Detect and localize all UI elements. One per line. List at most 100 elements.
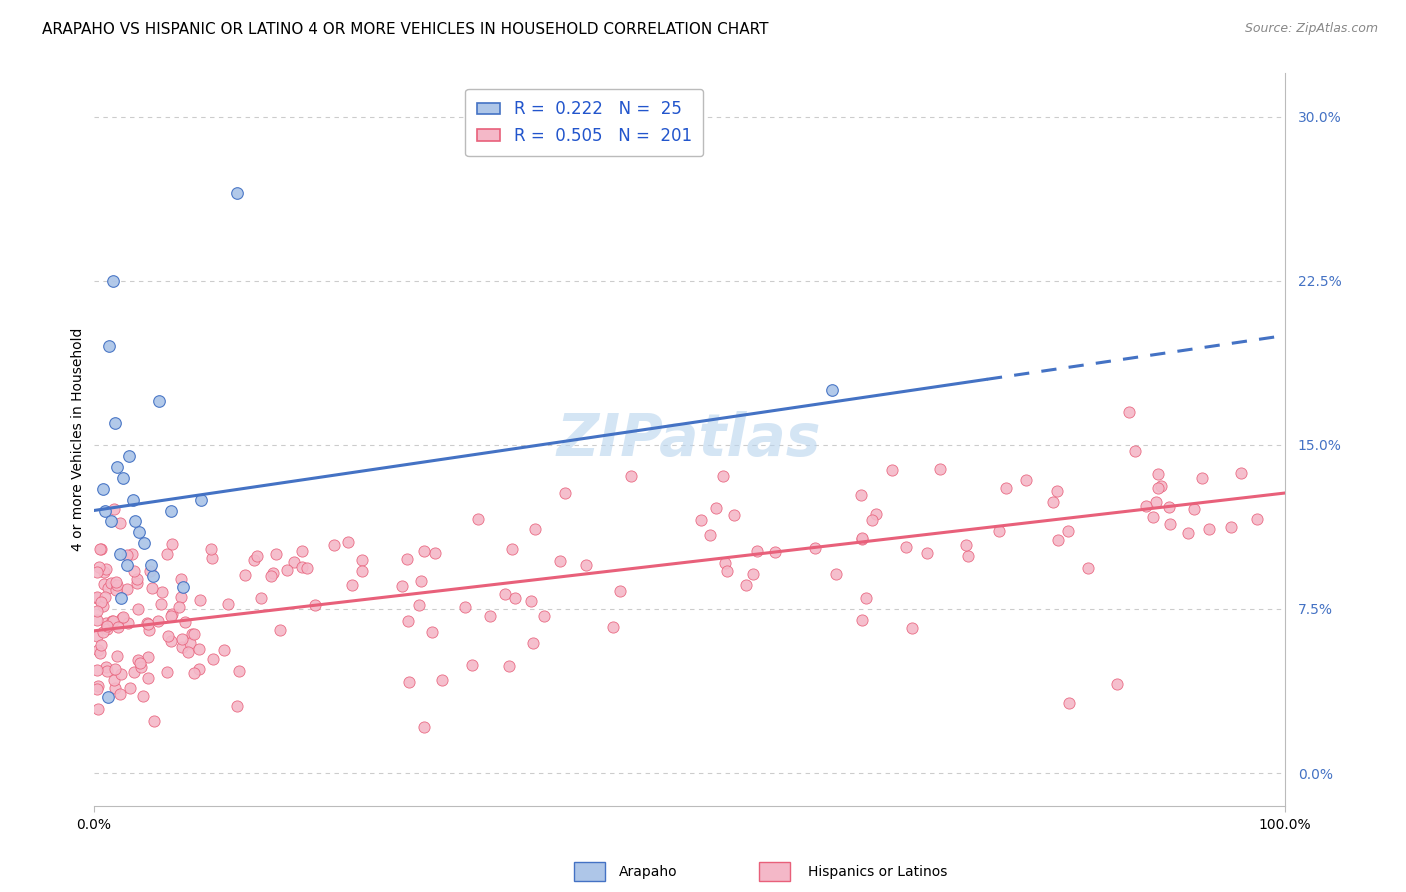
Point (86, 613, 108, 627)
Point (340, 578, 363, 592)
Point (104, 681, 127, 696)
Point (91, 482, 114, 496)
Point (136, 671, 159, 685)
Point (763, 545, 786, 559)
Point (824, 567, 846, 582)
Point (461, 658, 484, 673)
Point (291, 560, 314, 574)
Point (1105, 677, 1128, 691)
Point (110, 666, 132, 681)
Point (112, 471, 135, 485)
Point (190, 492, 212, 507)
Point (103, 615, 125, 629)
Point (93, 576, 115, 591)
Point (494, 587, 516, 601)
Point (94, 562, 117, 576)
Point (122, 492, 145, 507)
Point (350, 564, 373, 578)
Point (118, 681, 141, 696)
Point (181, 627, 204, 641)
Point (988, 524, 1011, 538)
Point (522, 636, 544, 650)
Point (337, 535, 360, 549)
Point (900, 621, 922, 635)
Point (90, 542, 112, 557)
Point (1159, 517, 1181, 532)
Point (202, 652, 225, 666)
Point (243, 552, 266, 566)
Point (94, 660, 117, 674)
Point (1125, 443, 1147, 458)
Point (150, 585, 173, 599)
Point (87, 679, 110, 693)
Point (745, 544, 768, 558)
Point (235, 568, 257, 582)
Point (96, 622, 118, 636)
Point (821, 383, 844, 397)
Point (87, 560, 110, 574)
Point (100, 575, 122, 590)
Point (132, 536, 155, 550)
Point (699, 528, 721, 542)
Point (430, 673, 453, 687)
Point (156, 547, 179, 561)
Point (138, 623, 160, 637)
Point (118, 449, 141, 463)
Point (266, 547, 288, 561)
Point (172, 580, 194, 594)
Point (160, 607, 183, 622)
Point (212, 642, 235, 657)
Point (108, 547, 131, 561)
Point (111, 610, 134, 624)
Point (742, 567, 765, 582)
Point (131, 689, 153, 703)
Point (122, 564, 145, 578)
Point (148, 394, 170, 409)
Point (929, 462, 952, 476)
Point (1159, 500, 1181, 515)
Point (160, 503, 183, 517)
Point (125, 576, 148, 591)
Point (129, 656, 152, 670)
Point (86, 590, 108, 604)
Point (148, 614, 170, 628)
Point (423, 546, 446, 560)
Point (396, 615, 419, 629)
Text: ZIPatlas: ZIPatlas (557, 411, 821, 468)
Point (1198, 522, 1220, 536)
Point (179, 636, 201, 650)
Point (503, 591, 526, 605)
Point (188, 593, 211, 607)
Point (127, 652, 149, 666)
Point (183, 665, 205, 680)
Point (156, 665, 179, 679)
Text: Hispanics or Latinos: Hispanics or Latinos (808, 865, 948, 880)
Point (103, 673, 125, 687)
Point (108, 686, 131, 700)
Point (851, 531, 873, 545)
Point (322, 538, 344, 552)
Point (141, 581, 163, 595)
Point (174, 615, 197, 629)
Legend: R =  0.222   N =  25, R =  0.505   N =  201: R = 0.222 N = 25, R = 0.505 N = 201 (465, 88, 703, 156)
Point (91, 624, 114, 639)
Point (260, 569, 283, 583)
Point (283, 555, 305, 569)
Point (1182, 502, 1205, 516)
Point (201, 550, 224, 565)
Point (143, 714, 166, 728)
Point (121, 547, 143, 561)
Point (117, 615, 139, 630)
Point (501, 541, 523, 556)
Point (86, 643, 108, 657)
Point (994, 481, 1017, 495)
Point (1042, 495, 1064, 509)
Point (170, 632, 193, 646)
Point (228, 664, 250, 678)
Point (170, 572, 193, 586)
Point (714, 556, 737, 570)
Point (735, 578, 758, 592)
Point (1146, 481, 1168, 495)
Point (136, 616, 159, 631)
Point (129, 660, 152, 674)
